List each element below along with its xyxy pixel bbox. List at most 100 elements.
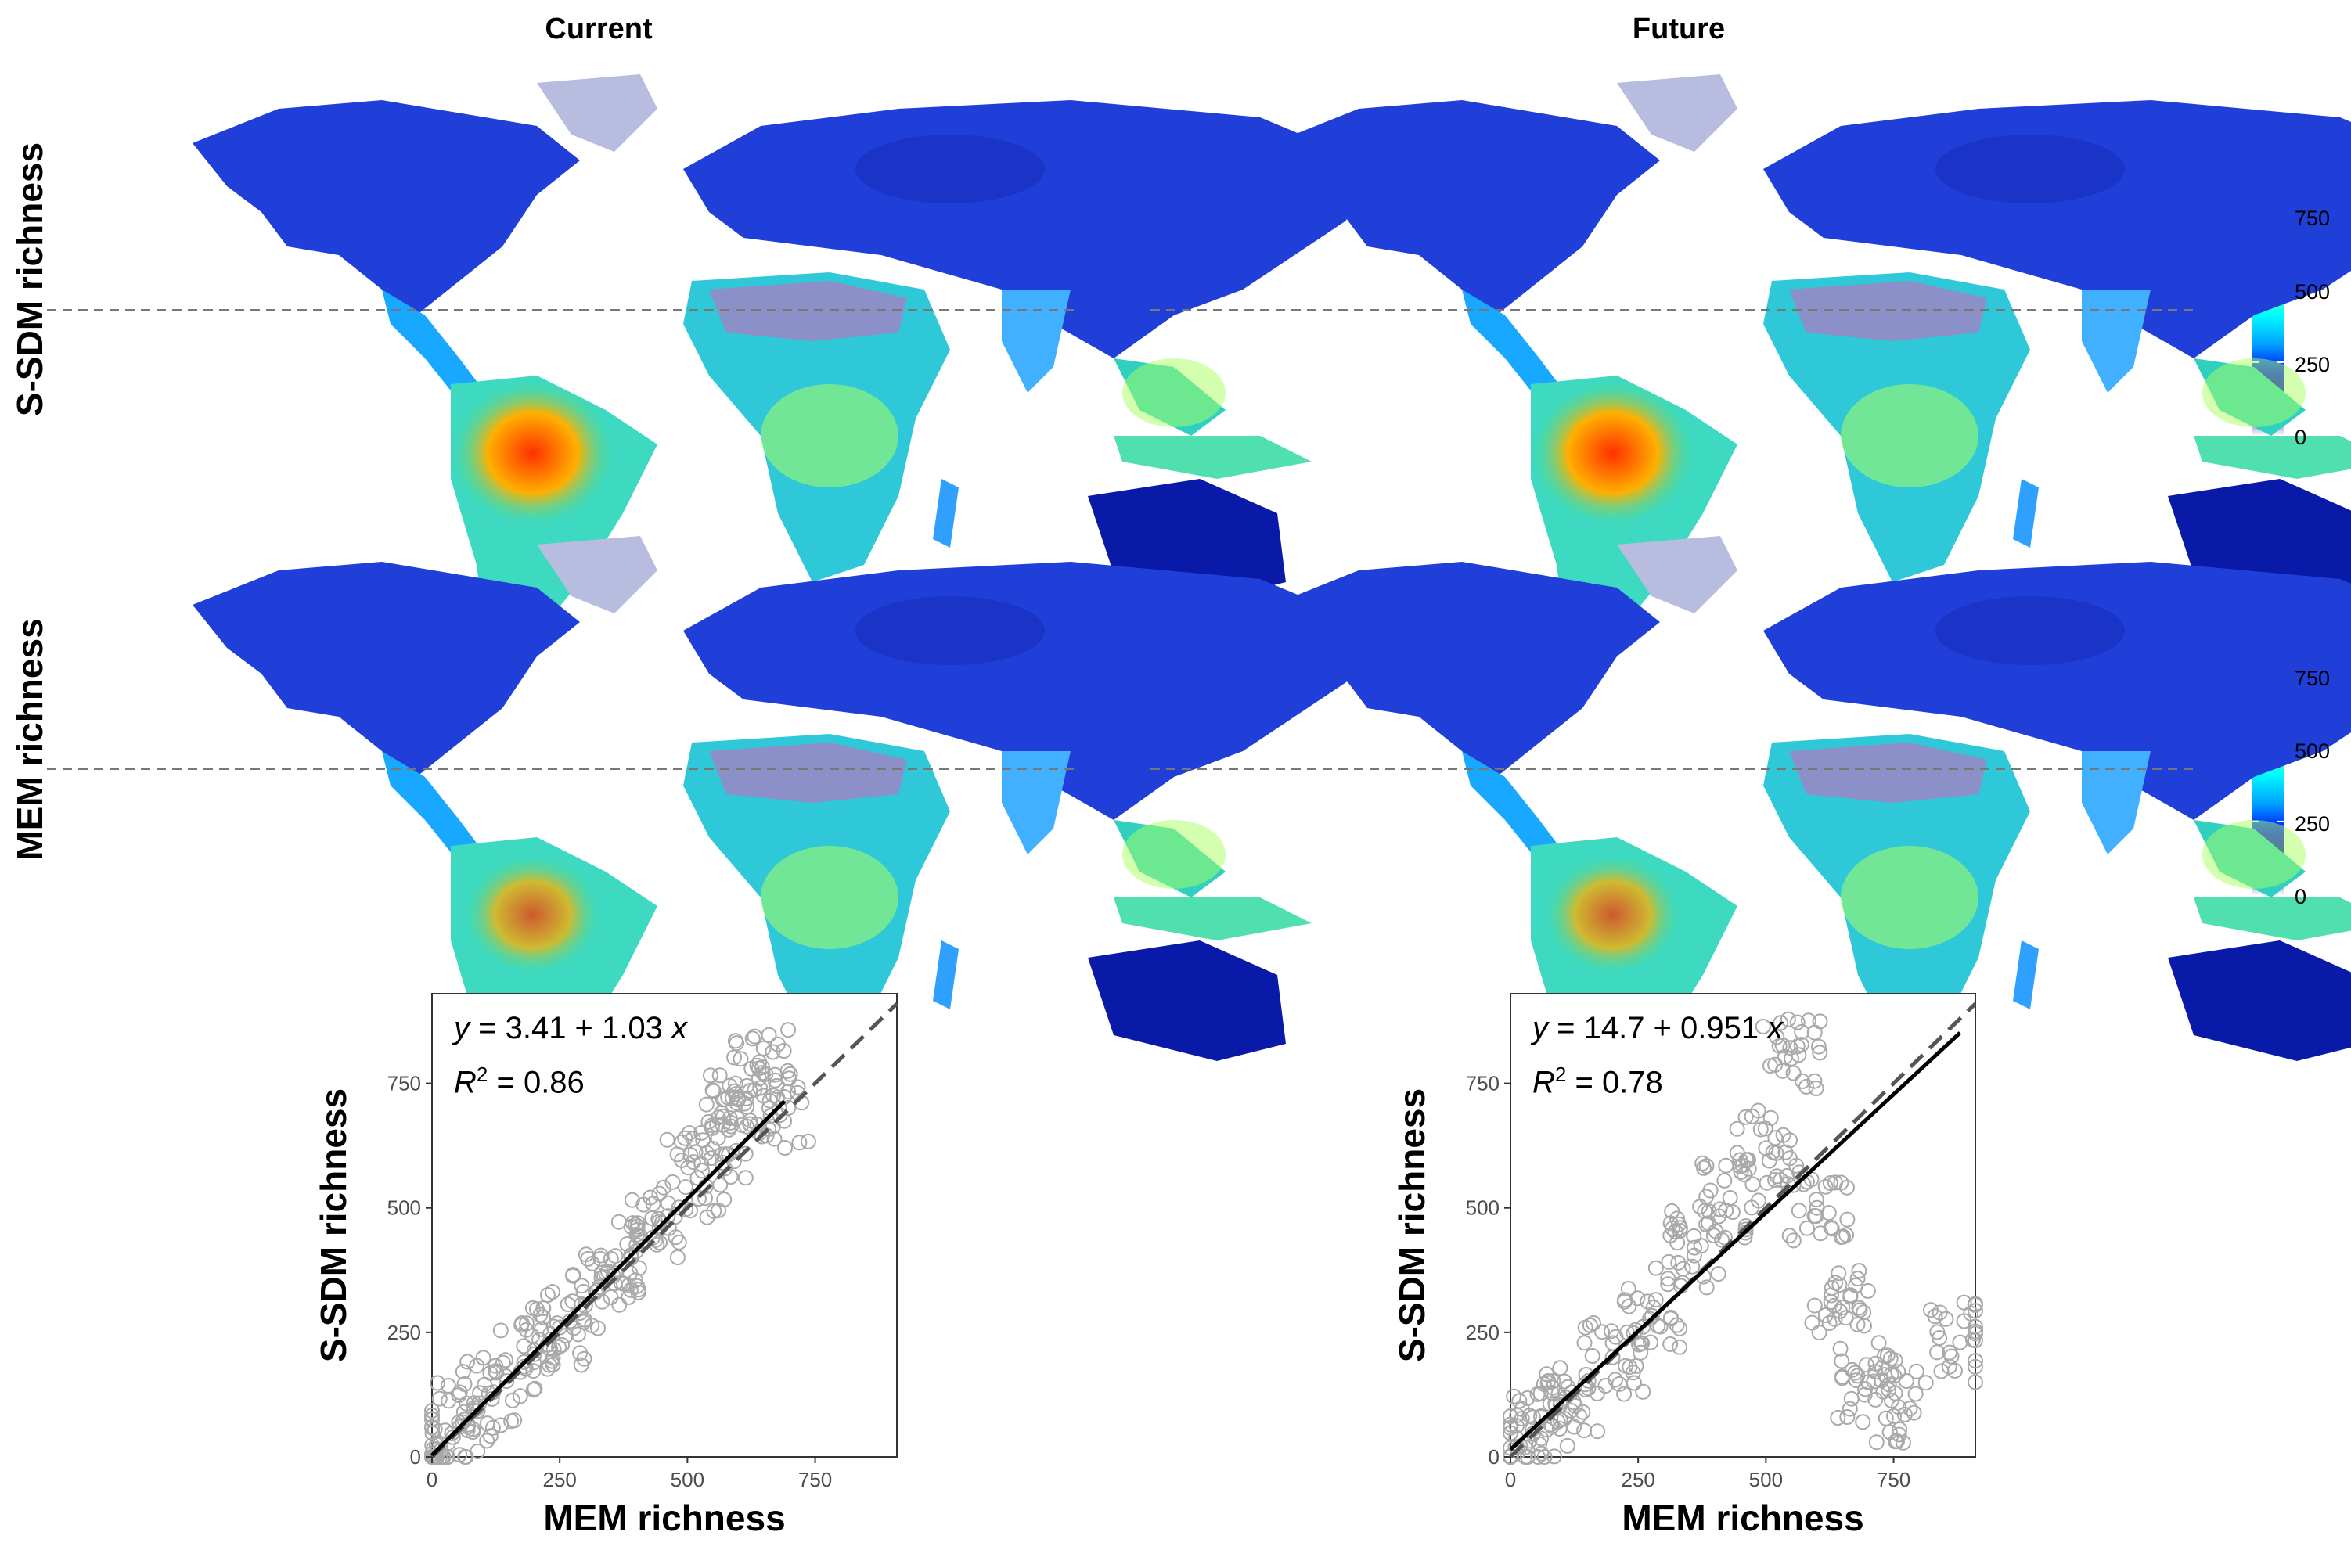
data-point	[444, 1426, 460, 1441]
colorbar1-tick-0: 0	[2295, 426, 2307, 449]
data-point	[525, 1363, 542, 1379]
r2-future: R2 = 0.78	[1532, 1063, 1663, 1100]
data-point	[1604, 1349, 1621, 1365]
reference-line-current	[430, 1002, 898, 1458]
data-point	[766, 1131, 783, 1147]
data-point	[459, 1395, 475, 1412]
data-point	[1616, 1386, 1633, 1402]
data-point	[628, 1226, 645, 1243]
data-point	[651, 1185, 668, 1202]
data-point	[699, 1209, 715, 1225]
data-point	[1737, 1109, 1754, 1125]
data-point	[668, 1229, 684, 1246]
data-point	[1660, 1271, 1676, 1287]
data-point	[1559, 1437, 1575, 1454]
colorbar2-tick-0: 0	[2295, 885, 2307, 908]
data-point	[1530, 1449, 1546, 1465]
data-point	[1698, 1158, 1715, 1174]
data-point	[574, 1278, 590, 1294]
data-point	[1716, 1172, 1733, 1189]
x-tick-label: 500	[671, 1468, 704, 1491]
data-point	[1698, 1279, 1715, 1296]
data-point	[1767, 1130, 1784, 1146]
land-central-america	[382, 290, 485, 401]
data-point	[590, 1320, 606, 1336]
data-point	[755, 1040, 772, 1056]
data-point	[737, 1170, 754, 1186]
data-point	[1669, 1235, 1686, 1251]
data-point	[516, 1358, 532, 1375]
colorbar2-tick-500: 500	[2295, 739, 2331, 763]
data-point	[1631, 1336, 1647, 1353]
data-point	[1686, 1228, 1702, 1244]
land-sahara	[709, 743, 907, 803]
land-europe-asia	[1763, 562, 2351, 821]
land-greenland	[537, 74, 657, 152]
data-point	[1808, 1192, 1824, 1208]
data-point	[605, 1268, 621, 1284]
land-sahara	[1789, 743, 1987, 803]
data-point	[722, 1169, 739, 1185]
richness-hotspot-amazon	[1531, 379, 1694, 527]
data-point	[1882, 1350, 1899, 1367]
x-axis-title: MEM richness	[1622, 1498, 1863, 1538]
land-greenland	[1617, 74, 1737, 152]
data-point	[1652, 1318, 1669, 1335]
data-point	[1927, 1308, 1943, 1325]
data-point	[1866, 1373, 1882, 1390]
data-point	[685, 1154, 701, 1171]
data-point	[1546, 1448, 1562, 1465]
data-point	[1860, 1282, 1876, 1299]
world-map-sssdm-current	[193, 74, 1363, 668]
row-label-mem: MEM richness	[9, 618, 50, 861]
data-point	[1533, 1430, 1550, 1447]
data-point	[733, 1051, 749, 1067]
y-tick-label: 0	[410, 1445, 421, 1469]
data-point	[1773, 1015, 1789, 1031]
data-point	[1737, 1221, 1754, 1238]
land-europe-asia	[683, 100, 1363, 358]
data-point	[1886, 1408, 1902, 1424]
land-sahara	[1789, 281, 1987, 341]
data-point	[503, 1413, 520, 1430]
data-point	[1942, 1344, 1958, 1361]
data-point	[1842, 1401, 1858, 1417]
data-point	[1785, 1232, 1802, 1249]
data-point	[1503, 1449, 1518, 1465]
data-point	[629, 1218, 646, 1235]
x-tick-label: 500	[1749, 1468, 1783, 1491]
y-tick-label: 750	[387, 1072, 421, 1095]
land-madagascar	[2013, 479, 2039, 548]
data-point	[705, 1083, 722, 1099]
data-point	[758, 1066, 774, 1082]
data-point	[1891, 1399, 1907, 1415]
data-point	[1684, 1258, 1701, 1275]
reference-line-future	[1509, 1002, 1977, 1458]
data-point	[780, 1084, 796, 1100]
data-point	[1775, 1127, 1791, 1143]
data-point	[779, 1063, 796, 1079]
data-point	[1672, 1223, 1688, 1239]
data-point	[440, 1378, 456, 1394]
data-point	[1779, 1167, 1795, 1184]
data-point	[738, 1090, 754, 1106]
land-north-america	[193, 562, 580, 777]
data-point	[1830, 1410, 1846, 1426]
data-point	[1832, 1340, 1849, 1357]
data-point	[1968, 1358, 1983, 1375]
data-point	[1661, 1253, 1677, 1270]
data-point	[625, 1215, 641, 1232]
land-india	[1002, 290, 1071, 393]
data-point	[1767, 1056, 1784, 1073]
data-point	[1907, 1386, 1924, 1402]
richness-hotspot-africa	[761, 846, 898, 949]
data-point	[702, 1067, 718, 1084]
data-point	[1580, 1372, 1597, 1389]
data-point	[1744, 1199, 1760, 1216]
land-india	[1002, 751, 1071, 854]
data-point	[1718, 1157, 1734, 1174]
data-point	[1956, 1313, 1972, 1329]
data-point	[1968, 1296, 1983, 1312]
fit-line-current	[430, 1099, 787, 1457]
data-point	[1817, 1178, 1834, 1195]
